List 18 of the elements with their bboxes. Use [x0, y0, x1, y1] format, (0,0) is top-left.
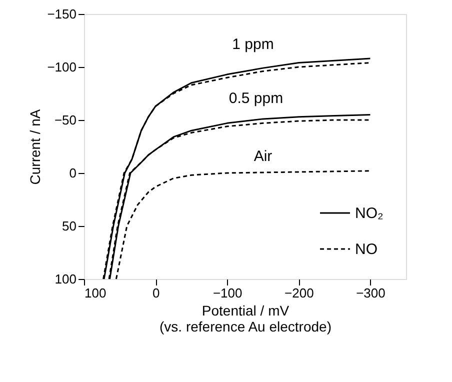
y-tick-label: −50 [54, 112, 76, 128]
x-tick-label: 0 [152, 286, 160, 300]
legend-label: NO₂ [355, 205, 384, 222]
legend-label: NO [355, 241, 378, 258]
y-tick-label: −150 [47, 6, 76, 22]
x-axis-title: Potential / mV (vs. reference Au electrode) [160, 302, 332, 334]
y-tick-label: 100 [54, 272, 76, 286]
annotation: Air [254, 148, 272, 165]
y-axis-title: Current / nA [27, 108, 44, 185]
x-tick-label: 100 [84, 286, 106, 300]
y-tick-label: 50 [62, 218, 76, 234]
x-tick-label: −200 [284, 286, 314, 300]
x-tick-label: −100 [212, 286, 242, 300]
y-tick-label: 0 [69, 166, 76, 180]
y-tick-label: −100 [47, 60, 76, 74]
x-tick-label: −300 [356, 286, 386, 300]
annotation: 0.5 ppm [228, 90, 284, 107]
annotation: 1 ppm [232, 36, 274, 53]
